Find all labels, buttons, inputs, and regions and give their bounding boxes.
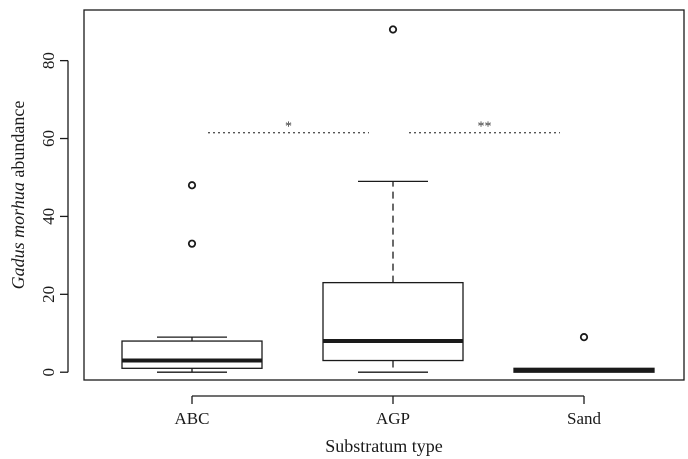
outlier-agp-0 [388,25,398,34]
box-agp [322,25,464,373]
y-tick-label-80: 80 [39,52,58,69]
sig-label-0: * [285,120,292,135]
significance-brackets: * ** [208,120,560,135]
box-sand [513,333,655,373]
y-axis-title: Gadus morhua abundance [8,101,28,290]
boxes [121,25,655,373]
y-axis-title-italic: Gadus morhua [8,182,28,289]
box-abc [121,181,263,373]
outlier-sand-0 [579,333,589,342]
x-tick-label-agp: AGP [376,409,410,428]
box-iqr-agp [322,281,464,362]
x-axis: ABC AGP Sand [175,395,602,428]
x-axis-title: Substratum type [325,436,443,456]
plot-frame [83,9,685,381]
outlier-abc-0 [187,239,197,248]
outlier-abc-1 [187,181,197,190]
y-axis: 0 20 40 60 80 [39,52,69,377]
x-tick-label-abc: ABC [175,409,210,428]
y-tick-label-60: 60 [39,130,58,147]
x-tick-label-sand: Sand [567,409,602,428]
y-tick-label-40: 40 [39,208,58,225]
y-tick-label-20: 20 [39,286,58,303]
box-iqr-abc [121,340,263,369]
y-axis-title-rest: abundance [8,101,28,182]
sig-label-1: ** [478,120,492,135]
y-tick-label-0: 0 [39,368,58,377]
